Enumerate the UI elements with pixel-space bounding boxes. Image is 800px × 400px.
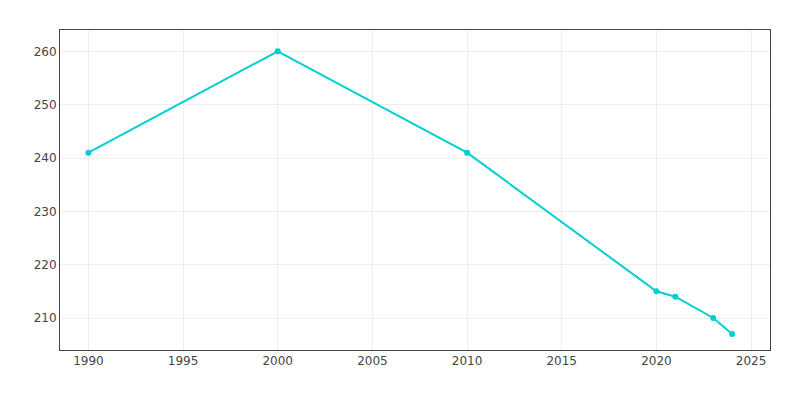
svg-text:230: 230 [34, 205, 57, 219]
svg-text:1995: 1995 [168, 354, 199, 368]
svg-text:240: 240 [34, 151, 57, 165]
svg-text:210: 210 [34, 311, 57, 325]
svg-text:250: 250 [34, 98, 57, 112]
svg-text:2020: 2020 [641, 354, 672, 368]
svg-text:2000: 2000 [262, 354, 293, 368]
svg-text:2005: 2005 [357, 354, 388, 368]
svg-text:260: 260 [34, 45, 57, 59]
svg-text:220: 220 [34, 258, 57, 272]
svg-text:2010: 2010 [452, 354, 483, 368]
svg-text:2015: 2015 [546, 354, 577, 368]
svg-text:1990: 1990 [73, 354, 104, 368]
svg-text:2025: 2025 [736, 354, 767, 368]
